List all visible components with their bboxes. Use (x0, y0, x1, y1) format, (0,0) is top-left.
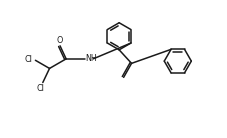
Text: NH: NH (86, 54, 97, 63)
Text: O: O (57, 36, 63, 45)
Text: Cl: Cl (24, 55, 32, 64)
Text: Cl: Cl (37, 84, 44, 93)
